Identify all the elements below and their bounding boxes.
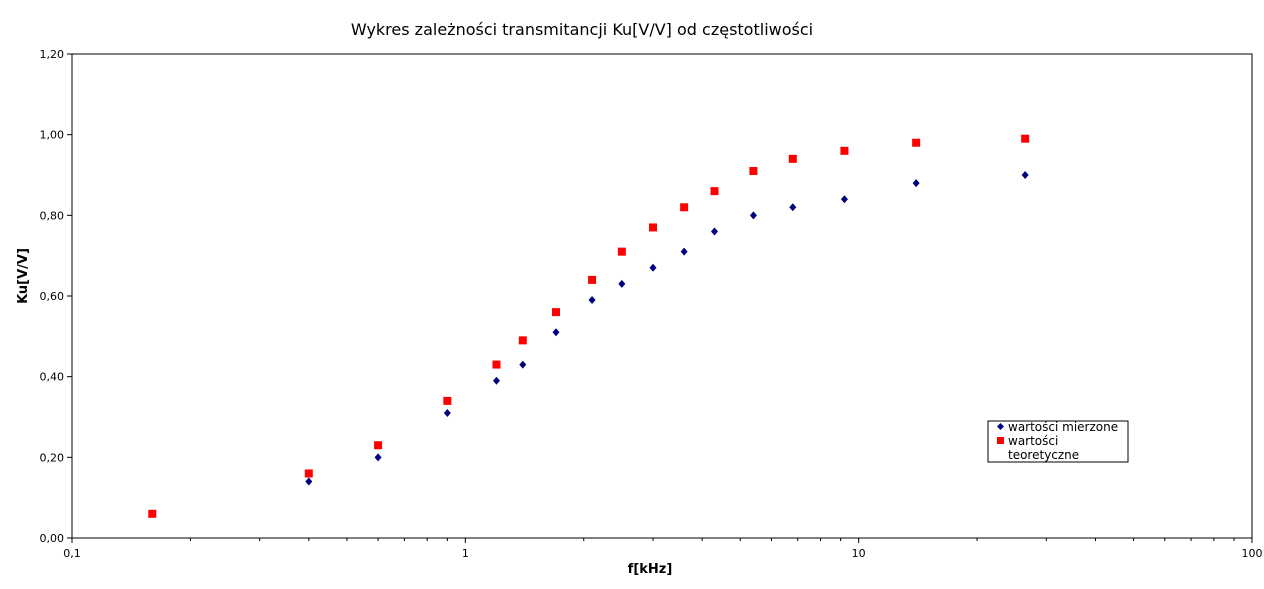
data-point-measured [519,360,527,369]
data-point-measured [492,376,500,385]
x-axis-label: f[kHz] [628,562,673,577]
x-axis: 0,1 1 10 100 [63,538,1263,560]
y-tick-label: 0,00 [40,532,65,545]
data-point-theoretical [304,469,313,478]
y-tick-label: 1,20 [40,48,65,61]
x-tick-label: 10 [852,547,866,560]
x-tick-label: 100 [1242,547,1263,560]
data-point-measured [443,408,451,417]
legend-label-theoretical-line-2: teoretyczne [1008,448,1079,462]
plot-area [71,53,1253,539]
data-point-measured [588,296,596,305]
data-point-theoretical [749,166,758,175]
data-point-measured [710,227,718,236]
legend-label-measured: wartości mierzone [1008,420,1118,434]
data-point-theoretical [443,396,452,405]
data-point-theoretical [680,203,689,212]
data-point-measured [840,195,848,204]
series-theoretical [148,134,1030,518]
y-axis-label: Ku[V/V] [16,248,31,304]
data-point-theoretical [588,275,597,284]
y-tick-label: 0,80 [40,209,65,222]
data-point-theoretical [374,441,383,450]
data-point-theoretical [788,154,797,163]
data-point-theoretical [912,138,921,147]
data-point-theoretical [710,187,719,196]
data-point-measured [789,203,797,212]
data-point-measured [680,247,688,256]
chart-title: Wykres zależności transmitancji Ku[V/V] … [351,20,813,39]
data-point-measured [912,179,920,188]
data-point-theoretical [518,336,527,345]
data-point-theoretical [617,247,626,256]
data-point-measured [618,279,626,288]
y-tick-label: 0,40 [40,371,65,384]
y-axis: 0,00 0,20 0,40 0,60 0,80 1,00 1,20 [40,48,72,545]
data-point-theoretical [492,360,501,369]
y-tick-label: 1,00 [40,129,65,142]
y-tick-label: 0,20 [40,451,65,464]
data-point-measured [374,453,382,462]
data-point-measured [552,328,560,337]
data-point-theoretical [840,146,849,155]
data-point-measured [749,211,757,220]
legend-marker-theoretical [997,437,1004,444]
data-point-theoretical [649,223,658,232]
data-point-measured [1021,171,1029,179]
data-point-measured [649,263,657,272]
data-point-theoretical [551,308,560,317]
y-tick-label: 0,60 [40,290,65,303]
x-tick-label: 1 [462,547,469,560]
x-tick-label: 0,1 [63,547,81,560]
legend-label-theoretical-line-1: wartości [1008,434,1058,448]
legend-marker-measured [997,423,1004,430]
data-point-theoretical [148,509,157,518]
legend-label-theoretical: wartości teoretyczne [1008,434,1079,462]
series-measured [148,171,1029,518]
data-point-theoretical [1021,134,1030,143]
data-point-measured [305,477,313,486]
data-series [148,134,1030,518]
legend: wartości mierzone wartości teoretyczne [987,420,1129,463]
legend-box [987,420,1129,463]
